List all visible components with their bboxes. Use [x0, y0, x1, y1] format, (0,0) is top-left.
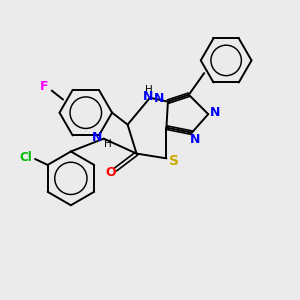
Text: S: S — [169, 154, 179, 168]
Text: Cl: Cl — [20, 151, 32, 164]
Text: N: N — [210, 106, 220, 119]
Text: N: N — [92, 131, 102, 144]
Text: H: H — [145, 85, 152, 95]
Text: N: N — [154, 92, 165, 105]
Text: H: H — [104, 139, 112, 149]
Text: N: N — [143, 90, 154, 103]
Text: N: N — [190, 133, 201, 146]
Text: O: O — [105, 166, 116, 179]
Text: F: F — [40, 80, 49, 94]
